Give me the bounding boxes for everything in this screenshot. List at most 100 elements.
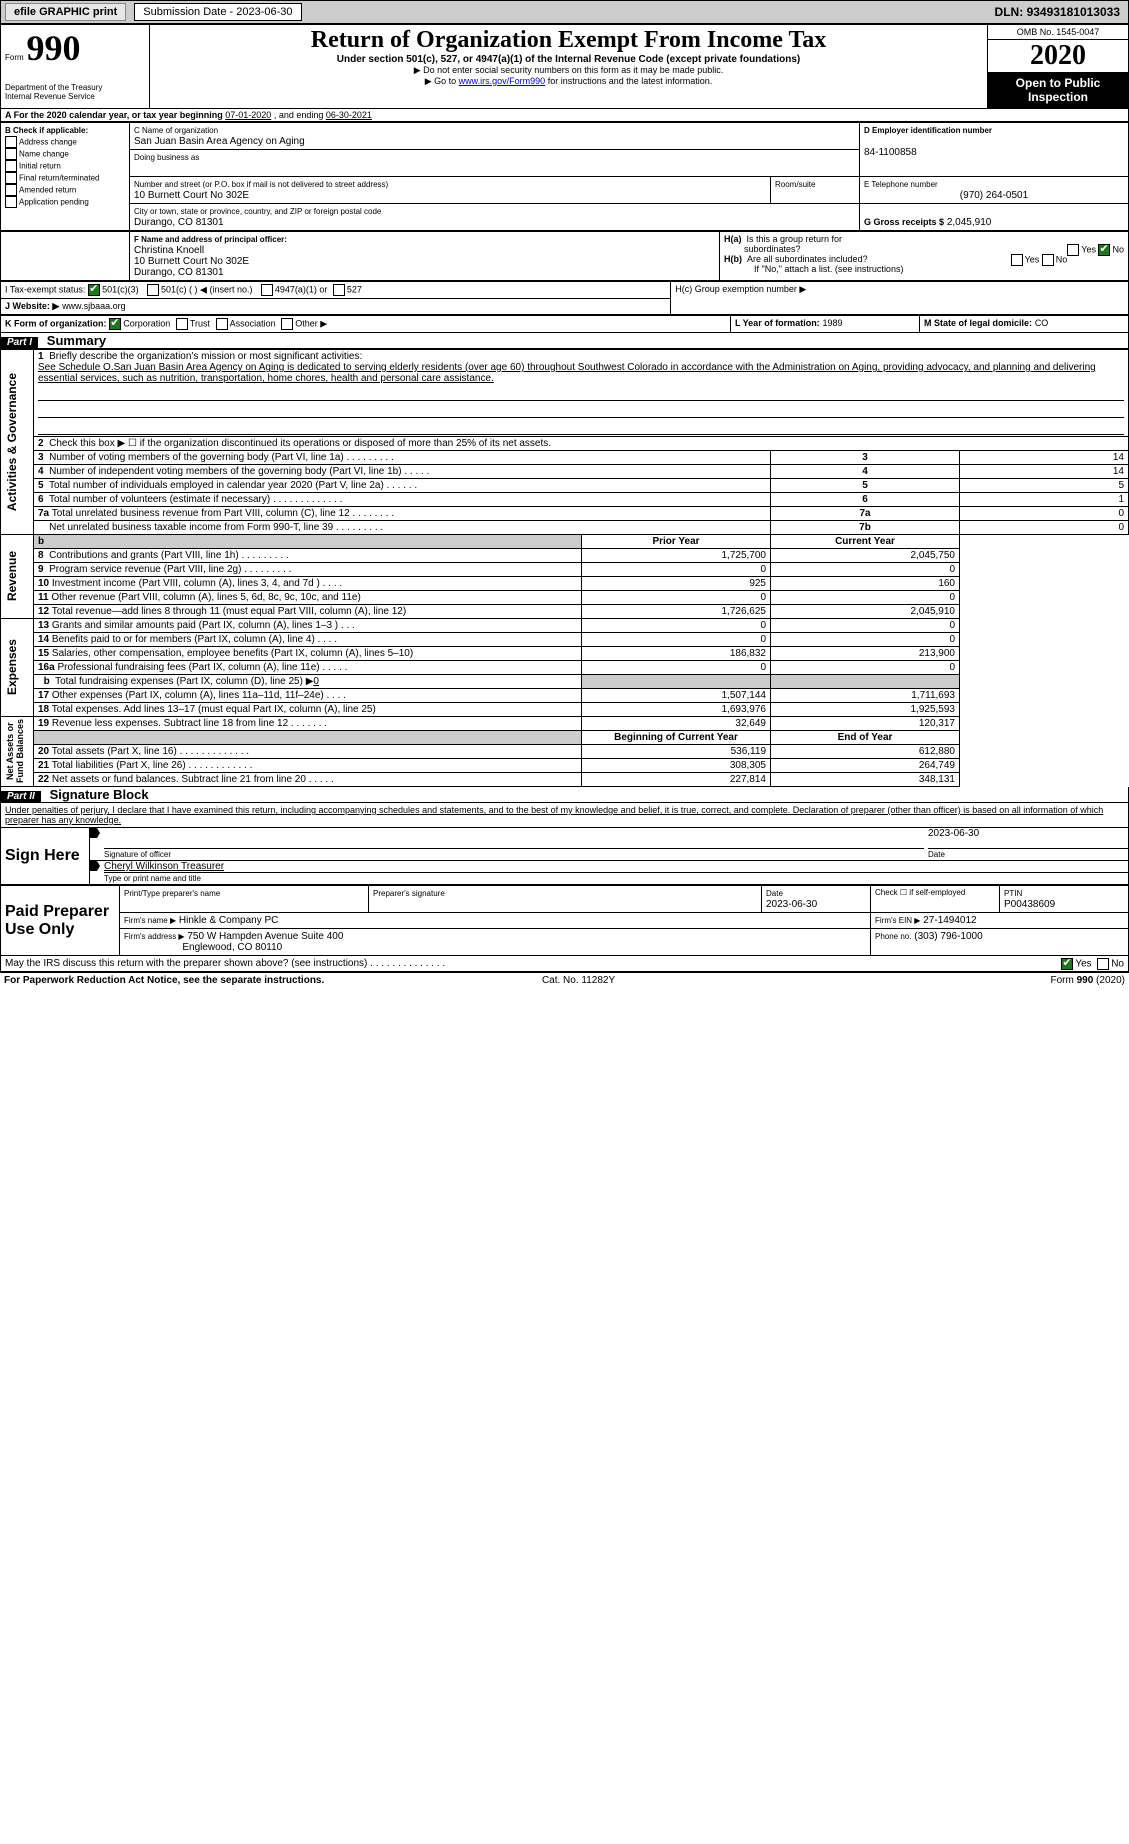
trust-checkbox[interactable]: [176, 318, 188, 330]
firm-phone: (303) 796-1000: [914, 931, 982, 942]
firm-ein-label: Firm's EIN ▶: [875, 916, 920, 925]
v20p: 536,119: [582, 745, 771, 759]
sign-here-label: Sign Here: [1, 828, 90, 885]
discuss-q: May the IRS discuss this return with the…: [5, 958, 445, 969]
l-label: L Year of formation:: [735, 318, 820, 328]
discuss-row: May the IRS discuss this return with the…: [0, 956, 1129, 972]
b-app: Application pending: [19, 198, 89, 207]
dln-label: DLN:: [995, 5, 1024, 19]
line7a: Total unrelated business revenue from Pa…: [52, 508, 394, 519]
i-501c: 501(c) ( ) ◀ (insert no.): [161, 285, 252, 295]
summary-table: Activities & Governance 1 Briefly descri…: [0, 349, 1129, 787]
v10c: 160: [771, 577, 960, 591]
v14c: 0: [771, 633, 960, 647]
corp-checkbox[interactable]: [109, 318, 121, 330]
assoc-checkbox[interactable]: [216, 318, 228, 330]
domicile: CO: [1035, 318, 1049, 328]
omb-number: OMB No. 1545-0047: [988, 25, 1128, 40]
527-checkbox[interactable]: [333, 284, 345, 296]
ha-no-checkbox[interactable]: [1098, 244, 1110, 256]
period-label: A For the 2020 calendar year, or tax yea…: [5, 110, 225, 120]
k-other: Other ▶: [295, 319, 327, 329]
page-footer: For Paperwork Reduction Act Notice, see …: [0, 972, 1129, 988]
v22p: 227,814: [582, 773, 771, 787]
ha-yes: Yes: [1081, 244, 1096, 254]
officer-name: Christina Knoell: [134, 245, 204, 256]
4947-checkbox[interactable]: [261, 284, 273, 296]
k-label: K Form of organization:: [5, 319, 107, 329]
period-end: 06-30-2021: [326, 110, 372, 120]
city-value: Durango, CO 81301: [134, 217, 224, 228]
line21: Total liabilities (Part X, line 26) . . …: [52, 760, 253, 771]
line12: Total revenue—add lines 8 through 11 (mu…: [52, 606, 406, 617]
name-change-checkbox[interactable]: [5, 148, 17, 160]
d-label: D Employer identification number: [864, 126, 992, 135]
org-name: San Juan Basin Area Agency on Aging: [134, 136, 305, 147]
discuss-yes-checkbox[interactable]: [1061, 958, 1073, 970]
v20c: 612,880: [771, 745, 960, 759]
v17c: 1,711,693: [771, 689, 960, 703]
v15c: 213,900: [771, 647, 960, 661]
hb-no-checkbox[interactable]: [1042, 254, 1054, 266]
line10: Investment income (Part VIII, column (A)…: [52, 578, 342, 589]
penalties-content: Under penalties of perjury, I declare th…: [5, 805, 1103, 825]
ptin-label: PTIN: [1004, 889, 1022, 898]
officer-printed-name: Cheryl Wilkinson Treasurer: [104, 861, 224, 872]
firm-phone-label: Phone no.: [875, 932, 911, 941]
penalties-text: Under penalties of perjury, I declare th…: [0, 803, 1129, 827]
line15: Salaries, other compensation, employee b…: [52, 648, 413, 659]
dln-value: 93493181013033: [1027, 5, 1120, 19]
ein-value: 84-1100858: [864, 147, 917, 158]
501c-checkbox[interactable]: [147, 284, 159, 296]
line20: Total assets (Part X, line 16) . . . . .…: [52, 746, 249, 757]
goto-suffix: for instructions and the latest informat…: [548, 76, 713, 86]
501c3-checkbox[interactable]: [88, 284, 100, 296]
hb-yes-checkbox[interactable]: [1011, 254, 1023, 266]
part1-title: Summary: [41, 333, 106, 348]
v8p: 1,725,700: [582, 549, 771, 563]
v14p: 0: [582, 633, 771, 647]
firm-ein: 27-1494012: [923, 915, 976, 926]
city-label: City or town, state or province, country…: [134, 207, 381, 216]
initial-return-checkbox[interactable]: [5, 160, 17, 172]
discuss-no-checkbox[interactable]: [1097, 958, 1109, 970]
v12c: 2,045,910: [771, 605, 960, 619]
line17: Other expenses (Part IX, column (A), lin…: [52, 690, 346, 701]
application-checkbox[interactable]: [5, 196, 17, 208]
v12p: 1,726,625: [582, 605, 771, 619]
ha-yes-checkbox[interactable]: [1067, 244, 1079, 256]
m-label: M State of legal domicile:: [924, 318, 1032, 328]
street-value: 10 Burnett Court No 302E: [134, 190, 249, 201]
mission-text: See Schedule O.San Juan Basin Area Agenc…: [38, 362, 1096, 384]
line14: Benefits paid to or for members (Part IX…: [52, 634, 337, 645]
c-label: C Name of organization: [134, 126, 218, 135]
street-label: Number and street (or P.O. box if mail i…: [134, 180, 388, 189]
part2-title: Signature Block: [44, 787, 149, 802]
amended-checkbox[interactable]: [5, 184, 17, 196]
paid-preparer-block: Paid Preparer Use Only Print/Type prepar…: [0, 885, 1129, 956]
ptin-value: P00438609: [1004, 899, 1055, 910]
part2-badge: Part II: [1, 791, 41, 802]
side-activities: Activities & Governance: [5, 373, 19, 511]
b-address: Address change: [19, 138, 77, 147]
period-line: A For the 2020 calendar year, or tax yea…: [0, 109, 1129, 122]
line16b: Total fundraising expenses (Part IX, col…: [55, 676, 313, 687]
address-change-checkbox[interactable]: [5, 136, 17, 148]
prior-year-head: Prior Year: [582, 535, 771, 549]
v16b: 0: [313, 676, 319, 687]
begin-year-head: Beginning of Current Year: [582, 731, 771, 745]
final-return-checkbox[interactable]: [5, 172, 17, 184]
hc-label: H(c) Group exemption number ▶: [675, 284, 1124, 295]
other-checkbox[interactable]: [281, 318, 293, 330]
form-header: Form 990 Department of the Treasury Inte…: [0, 24, 1129, 109]
footer-form-num: 990: [1077, 975, 1094, 986]
form990-link[interactable]: www.irs.gov/Form990: [459, 76, 546, 86]
form-word: Form: [5, 53, 24, 62]
efile-print-button[interactable]: efile GRAPHIC print: [5, 3, 126, 21]
line13: Grants and similar amounts paid (Part IX…: [52, 620, 355, 631]
val3: 14: [960, 451, 1129, 465]
v21c: 264,749: [771, 759, 960, 773]
form-under: Under section 501(c), 527, or 4947(a)(1)…: [154, 54, 983, 65]
side-revenue: Revenue: [5, 551, 19, 601]
sig-date-label: Date: [928, 850, 945, 859]
